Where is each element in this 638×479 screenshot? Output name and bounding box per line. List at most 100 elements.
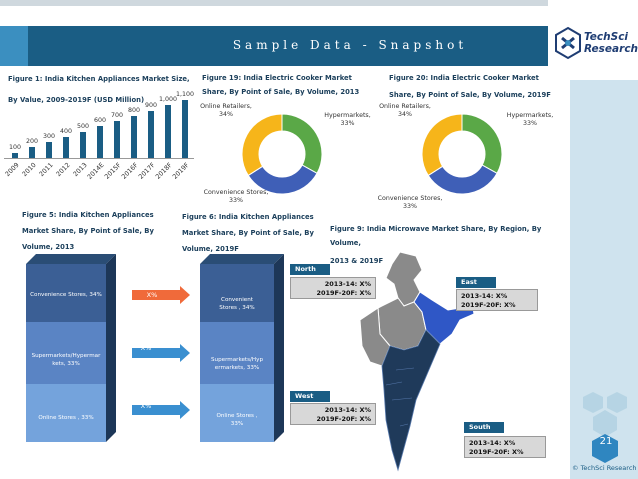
- fig5-seg-mid-line1: Supermarkets/Hypermar: [31, 353, 101, 359]
- bar-value-label: 400: [59, 127, 73, 135]
- bar-value-label: 200: [25, 138, 39, 146]
- segment-online-2013: [26, 384, 106, 442]
- donut2-hyper-text: Hypermarkets,: [506, 112, 554, 119]
- figure19-title-line2: Share, By Point of Sale, By Volume, 2013: [202, 88, 360, 96]
- donut1-hyper-label: Hypermarkets, 33%: [320, 112, 375, 128]
- bar-2016F: [131, 115, 137, 158]
- fig6-seg-mid-line1: Supermarkets/Hyp: [210, 357, 263, 363]
- bar-2018F: [165, 105, 171, 158]
- bar-value-label: 600: [93, 117, 107, 125]
- segment-convenience-2013: [26, 264, 106, 322]
- techsci-logo-icon: [555, 26, 581, 60]
- header: Sample Data - Snapshot: [0, 0, 638, 68]
- stacked-3d-bars: [26, 254, 284, 442]
- figure1-title: Figure 1: India Kitchen Appliances Marke…: [8, 72, 198, 107]
- figure5-title-line3: Volume, 2013: [22, 243, 75, 251]
- fig6-seg-bottom-line2: 33%: [230, 421, 244, 427]
- figure9-title: Figure 9: India Microwave Market Share, …: [330, 222, 566, 268]
- region-east-line1: 2013-14: X%: [461, 292, 508, 300]
- donut2-conv-pct: 33%: [403, 203, 417, 210]
- figure6-title-line3: Volume, 2019F: [182, 245, 239, 253]
- figure5-title-line2: Market Share, By Point of Sale, By: [22, 227, 154, 235]
- stack-2019f: [200, 254, 284, 442]
- donut2-conv-text: Convenience Stores,: [377, 195, 443, 202]
- fig6-seg-mid-line2: ermarkets, 33%: [214, 365, 260, 371]
- banner-accent: [0, 26, 28, 66]
- donut1-conv-pct: 33%: [229, 197, 243, 204]
- figure1-title-line2: By Value, 2009-2019F (USD Million): [8, 96, 145, 104]
- fig5-seg-bottom: Online Stores , 33%: [38, 415, 94, 421]
- bar-value-label: 700: [110, 112, 124, 120]
- map-south-region: [381, 329, 441, 472]
- figure5-title: Figure 5: India Kitchen Appliances Marke…: [22, 208, 182, 254]
- bar-value-label: 1,000: [158, 96, 178, 104]
- donut1-conv-label: Convenience Stores, 33%: [196, 189, 276, 205]
- donut1-conv-text: Convenience Stores,: [203, 189, 269, 196]
- segment-online-2019f: [200, 384, 274, 442]
- region-east-header: East: [456, 277, 496, 288]
- india-map: [359, 251, 475, 472]
- donut-chart-2019f: [421, 113, 503, 195]
- bar-2017F: [148, 110, 154, 158]
- region-west-header: West: [290, 391, 330, 402]
- region-south-header: South: [464, 422, 504, 433]
- bar-chart: 100 2009 200 2010 300 2011 400 2012 500 2013 600 20…: [0, 90, 195, 210]
- donut2-hyper-label: Hypermarkets, 33%: [500, 112, 560, 128]
- figure20-title: Figure 20: India Electric Cooker Market …: [389, 71, 564, 102]
- region-west-line1: 2013-14: X%: [324, 406, 371, 414]
- donut2-online-label: Online Retailers, 34%: [374, 103, 436, 119]
- region-south-box: 2013-14: X% 2019F-20F: X%: [464, 436, 546, 458]
- fig6-seg-bottom-line1: Online Stores ,: [216, 413, 258, 419]
- figure20-title-line1: Figure 20: India Electric Cooker Market: [389, 74, 539, 82]
- donut2-online-text: Online Retailers,: [379, 103, 431, 110]
- figure6-title-line2: Market Share, By Point of Sale, By: [182, 229, 314, 237]
- donut1-online-pct: 34%: [219, 111, 233, 118]
- donut1-hyper-text: Hypermarkets,: [324, 112, 371, 119]
- bar-2019F: [182, 100, 188, 158]
- bar-2015F: [114, 121, 120, 158]
- fig6-seg-top: Convenient Stores , 34%: [200, 296, 274, 312]
- donut2-online-pct: 34%: [398, 111, 412, 118]
- bar-2010: [29, 147, 35, 158]
- donut2-hyper-pct: 33%: [523, 120, 537, 127]
- figure1-title-line1: Figure 1: India Kitchen Appliances Marke…: [8, 75, 190, 83]
- region-east-line2: 2019F-20F: X%: [461, 301, 516, 309]
- logo: [548, 16, 638, 74]
- region-north-box: 2013-14: X% 2019F-20F: X%: [290, 277, 376, 299]
- figure6-title-line1: Figure 6: India Kitchen Appliances: [182, 213, 314, 221]
- page-title: Sample Data - Snapshot: [232, 38, 468, 52]
- bar-2014E: [97, 126, 103, 158]
- title-banner: [0, 26, 548, 66]
- arrow-mid-icon: [132, 344, 190, 362]
- logo-text: TechSci Research: [584, 31, 638, 55]
- bar-value-label: 300: [42, 133, 56, 141]
- bar-value-label: 1,100: [175, 91, 195, 98]
- donut-chart-2013: [241, 113, 323, 195]
- bar-value-label: 900: [144, 101, 158, 109]
- region-north-line2: 2019F-20F: X%: [316, 289, 371, 297]
- bar-value-label: 100: [8, 143, 22, 151]
- logo-line1: TechSci: [584, 31, 629, 43]
- bar-2013: [80, 131, 86, 158]
- figure6-title: Figure 6: India Kitchen Appliances Marke…: [182, 210, 332, 256]
- region-north-header: North: [290, 264, 330, 275]
- segment-supermarkets-2019f: [200, 322, 274, 384]
- bar-2011: [46, 142, 52, 158]
- segment-convenience-2019f: [200, 264, 274, 322]
- figure20-title-line2: Share, By Point of Sale, By Volume, 2019…: [389, 91, 551, 99]
- arrow-bottom-icon: [132, 401, 190, 419]
- fig5-seg-mid: Supermarkets/Hypermar kets, 33%: [26, 352, 106, 368]
- segment-supermarkets-2013: [26, 322, 106, 384]
- page-number: 21: [599, 436, 613, 447]
- region-south-line1: 2013-14: X%: [469, 439, 516, 447]
- slice-hypermarkets: [281, 113, 323, 174]
- donut1-hyper-pct: 33%: [340, 120, 355, 127]
- region-south-line2: 2019F-20F: X%: [469, 448, 524, 456]
- fig5-seg-mid-line2: kets, 33%: [52, 361, 80, 367]
- slice-hypermarkets: [461, 113, 503, 174]
- slice-online-retailers: [241, 113, 283, 177]
- x-axis-line: [4, 158, 194, 159]
- donut1-online-text: Online Retailers,: [200, 103, 252, 110]
- bar-2009: [12, 152, 18, 158]
- region-east-box: 2013-14: X% 2019F-20F: X%: [456, 289, 538, 311]
